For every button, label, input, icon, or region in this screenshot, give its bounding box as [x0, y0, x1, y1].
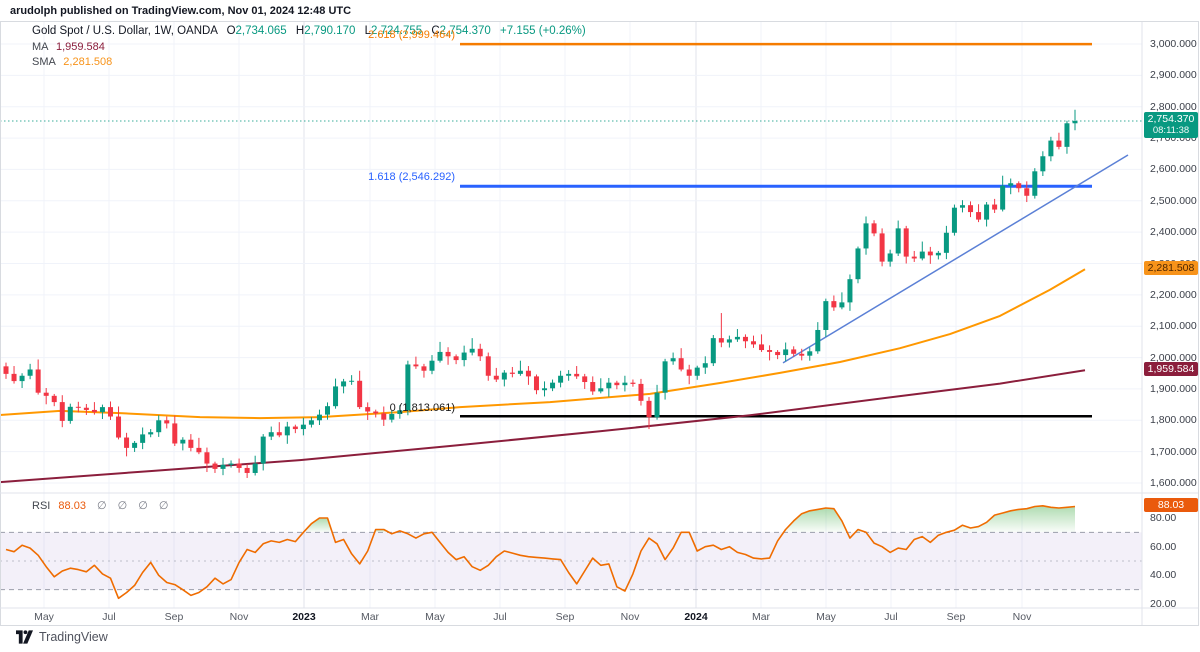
price-axis-label: 3,000.000: [1150, 38, 1197, 50]
tradingview-logo-text: TradingView: [39, 630, 108, 644]
time-axis-label: May: [34, 611, 54, 623]
open-value: 2,734.065: [235, 25, 287, 37]
tradingview-logo-icon: [16, 630, 33, 644]
time-axis-label: Sep: [946, 611, 966, 623]
high-value: 2,790.170: [304, 25, 356, 37]
time-axis-label: Mar: [360, 611, 380, 623]
price-axis-label: 2,900.000: [1150, 69, 1197, 82]
ma-value: 1,959.584: [55, 41, 105, 53]
price-axis-label: 2,500.000: [1150, 194, 1197, 207]
rsi-label[interactable]: RSI: [32, 500, 51, 512]
time-axis-label: Sep: [555, 611, 575, 623]
fib-level-label-2618: 2.618 (2,999.464): [368, 29, 455, 41]
time-axis-label: Nov: [1012, 611, 1032, 623]
price-axis-label: 2,000.000: [1150, 351, 1197, 364]
rsi-value-badge: 88.03: [1144, 498, 1198, 513]
time-axis-label: Jul: [102, 611, 116, 623]
current-price-value: 2,754.370: [1147, 113, 1195, 125]
sma-legend-row: SMA 2,281.508: [32, 56, 112, 68]
open-label: O: [226, 25, 236, 37]
rsi-legend-row: RSI 88.03 ∅ ∅ ∅ ∅: [32, 499, 173, 512]
change-value: +7.155 (+0.26%): [500, 25, 586, 37]
ma-price-badge: 1,959.584: [1144, 362, 1198, 377]
time-axis-label: Sep: [164, 611, 184, 623]
fib-level-label-0: 0 (1,813.061): [389, 402, 455, 414]
ma-legend-row: MA 1,959.584: [32, 41, 105, 53]
rsi-axis-label: 40.00: [1150, 569, 1177, 582]
time-axis-label: Mar: [751, 611, 771, 623]
price-axis-label: 1,900.000: [1150, 382, 1197, 395]
time-axis-label: 2023: [292, 611, 316, 623]
bar-countdown: 08:11:38: [1152, 125, 1190, 136]
time-axis-label: Jul: [884, 611, 898, 623]
price-axis-label: 2,200.000: [1150, 288, 1197, 301]
time-axis-label: May: [425, 611, 445, 623]
time-axis-label: 2024: [684, 611, 708, 623]
price-axis-label: 2,600.000: [1150, 163, 1197, 176]
close-value: 2,754.370: [439, 25, 491, 37]
price-axis-label: 2,800.000: [1150, 100, 1197, 113]
symbol-title[interactable]: Gold Spot / U.S. Dollar, 1W, OANDA: [32, 25, 218, 37]
price-axis-label: 1,700.000: [1150, 445, 1197, 458]
sma-price-badge: 2,281.508: [1144, 261, 1198, 276]
chart-legend-row: Gold Spot / U.S. Dollar, 1W, OANDA O2,73…: [32, 25, 586, 37]
fib-level-label-1618: 1.618 (2,546.292): [368, 171, 455, 183]
price-axis-label: 2,100.000: [1150, 320, 1197, 333]
time-axis-label: Jul: [493, 611, 507, 623]
current-price-badge: 2,754.370 08:11:38: [1144, 112, 1198, 138]
ma-label[interactable]: MA: [32, 41, 48, 53]
close-label: C: [431, 25, 440, 37]
low-value: 2,724.755: [370, 25, 423, 37]
rsi-source-placeholders: ∅ ∅ ∅ ∅: [97, 500, 173, 512]
publish-attribution: arudolph published on TradingView.com, N…: [10, 5, 352, 17]
rsi-axis-label: 80.00: [1150, 512, 1177, 524]
time-axis-label: Nov: [620, 611, 640, 623]
price-axis-label: 1,600.000: [1150, 477, 1197, 489]
time-axis-label: Nov: [229, 611, 249, 623]
low-label: L: [364, 25, 371, 37]
sma-value: 2,281.508: [63, 56, 113, 68]
rsi-value: 88.03: [58, 500, 86, 512]
time-axis-label: May: [816, 611, 836, 623]
price-axis-label: 1,800.000: [1150, 414, 1197, 427]
rsi-axis-label: 20.00: [1150, 598, 1177, 610]
rsi-axis-label: 60.00: [1150, 540, 1177, 553]
price-axis-label: 2,400.000: [1150, 226, 1197, 239]
sma-label[interactable]: SMA: [32, 56, 56, 68]
tradingview-logo[interactable]: TradingView: [16, 630, 108, 644]
high-label: H: [295, 25, 305, 37]
